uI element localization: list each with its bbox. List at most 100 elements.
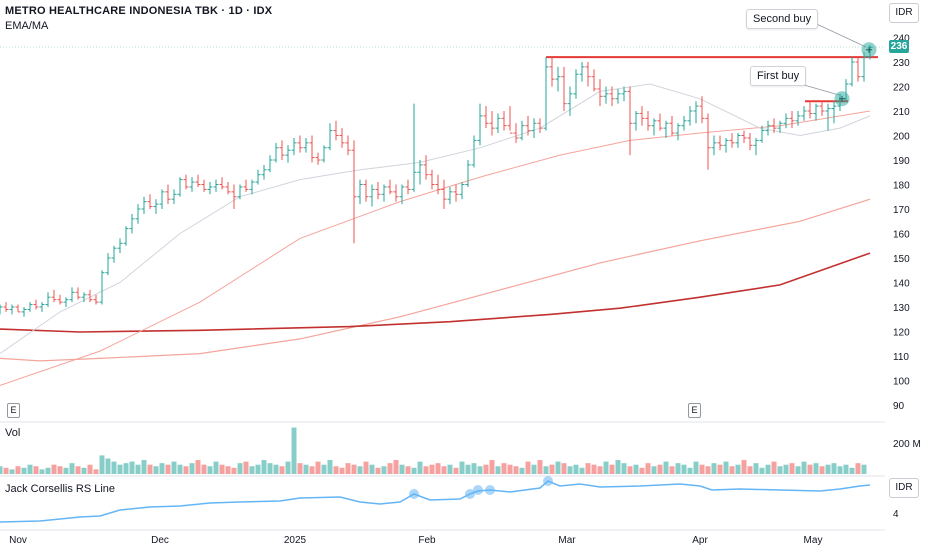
rs-new-high-marker — [473, 485, 483, 495]
earnings-marker[interactable]: E — [7, 403, 20, 418]
second-buy-callout[interactable]: Second buy — [746, 9, 819, 29]
volume-bar — [105, 458, 111, 474]
volume-bar — [453, 467, 459, 474]
volume-bar — [735, 464, 741, 474]
volume-bar — [15, 466, 21, 474]
volume-bar — [177, 464, 183, 474]
earnings-marker[interactable]: E — [688, 403, 701, 418]
volume-bar — [621, 463, 627, 474]
volume-bar — [849, 467, 855, 474]
volume-bar — [843, 464, 849, 474]
rs-line — [0, 480, 871, 523]
volume-bar — [27, 464, 33, 474]
volume-bar — [375, 467, 381, 474]
volume-bar — [441, 466, 447, 474]
time-axis: Nov Dec 2025 Feb Mar Apr May — [9, 535, 822, 546]
volume-bar — [303, 464, 309, 474]
volume-bar — [723, 461, 729, 474]
volume-bar — [477, 466, 483, 474]
rs-tick: 4 — [893, 509, 899, 520]
chart-title: METRO HEALTHCARE INDONESIA TBK · 1D · ID… — [5, 5, 273, 17]
volume-bar — [561, 463, 567, 474]
time-tick: Feb — [418, 535, 436, 546]
time-tick: Nov — [9, 535, 27, 546]
volume-bar — [315, 461, 321, 474]
volume-bar — [729, 466, 735, 474]
volume-bar — [795, 466, 801, 474]
volume-bar — [405, 466, 411, 474]
volume-bar — [639, 467, 645, 474]
volume-bar — [537, 460, 543, 474]
rs-new-high-marker — [465, 489, 475, 499]
volume-tick: 200 M — [893, 439, 921, 450]
volume-bar — [3, 467, 9, 474]
volume-bar — [237, 463, 243, 474]
volume-bar — [75, 466, 81, 474]
volume-bar — [771, 461, 777, 474]
volume-bar — [219, 464, 225, 474]
volume-bar — [855, 463, 861, 474]
volume-bar — [597, 466, 603, 474]
volume-bar — [393, 460, 399, 474]
volume-bar — [651, 466, 657, 474]
volume-bar — [81, 467, 87, 474]
price-tick: 220 — [893, 83, 910, 94]
price-tick: 110 — [893, 352, 909, 363]
first-buy-callout[interactable]: First buy — [750, 66, 807, 86]
time-tick: Apr — [692, 535, 708, 546]
rs-currency-button[interactable]: IDR — [889, 478, 919, 498]
volume-bar — [189, 463, 195, 474]
price-tick: 100 — [893, 377, 910, 388]
ma-line — [0, 83, 871, 355]
volume-bar — [807, 464, 813, 474]
price-tick: 240 — [893, 34, 910, 45]
volume-bar — [87, 464, 93, 474]
chart-grid — [0, 46, 885, 531]
volume-bar — [9, 469, 15, 474]
volume-bar — [813, 463, 819, 474]
volume-bar — [309, 466, 315, 474]
volume-bar — [93, 469, 99, 474]
volume-bar — [675, 463, 681, 474]
volume-bar — [243, 461, 249, 474]
volume-bar — [39, 469, 45, 474]
ma-line — [0, 198, 871, 362]
ma-line — [0, 252, 871, 333]
volume-bar — [99, 455, 105, 474]
volume-bar — [711, 463, 717, 474]
time-tick: Mar — [558, 535, 576, 546]
volume-bar — [45, 467, 51, 474]
currency-button[interactable]: IDR — [889, 3, 919, 23]
price-tick: 180 — [893, 181, 910, 192]
volume-bar — [579, 467, 585, 474]
volume-bar — [549, 464, 555, 474]
volume-bar — [363, 461, 369, 474]
volume-bar — [507, 464, 513, 474]
rs-line-pane — [0, 476, 871, 523]
price-tick: 120 — [893, 328, 910, 339]
volume-bar — [543, 466, 549, 474]
price-tick: 140 — [893, 279, 910, 290]
volume-bar — [231, 467, 237, 474]
volume-bar — [207, 466, 213, 474]
volume-bar — [819, 466, 825, 474]
volume-bar — [861, 464, 867, 474]
volume-bar — [489, 460, 495, 474]
volume-bar — [249, 466, 255, 474]
volume-bar — [165, 464, 171, 474]
volume-bar — [417, 461, 423, 474]
volume-bar — [801, 461, 807, 474]
volume-bar — [117, 464, 123, 474]
volume-bar — [147, 464, 153, 474]
volume-bar — [693, 461, 699, 474]
volume-bar — [627, 466, 633, 474]
volume-bar — [603, 461, 609, 474]
volume-bar — [471, 463, 477, 474]
volume-bar — [57, 466, 63, 474]
volume-bar — [789, 463, 795, 474]
volume-bar — [327, 460, 333, 474]
volume-bar — [255, 464, 261, 474]
volume-label: Vol — [5, 427, 21, 439]
price-tick: 230 — [893, 58, 910, 69]
